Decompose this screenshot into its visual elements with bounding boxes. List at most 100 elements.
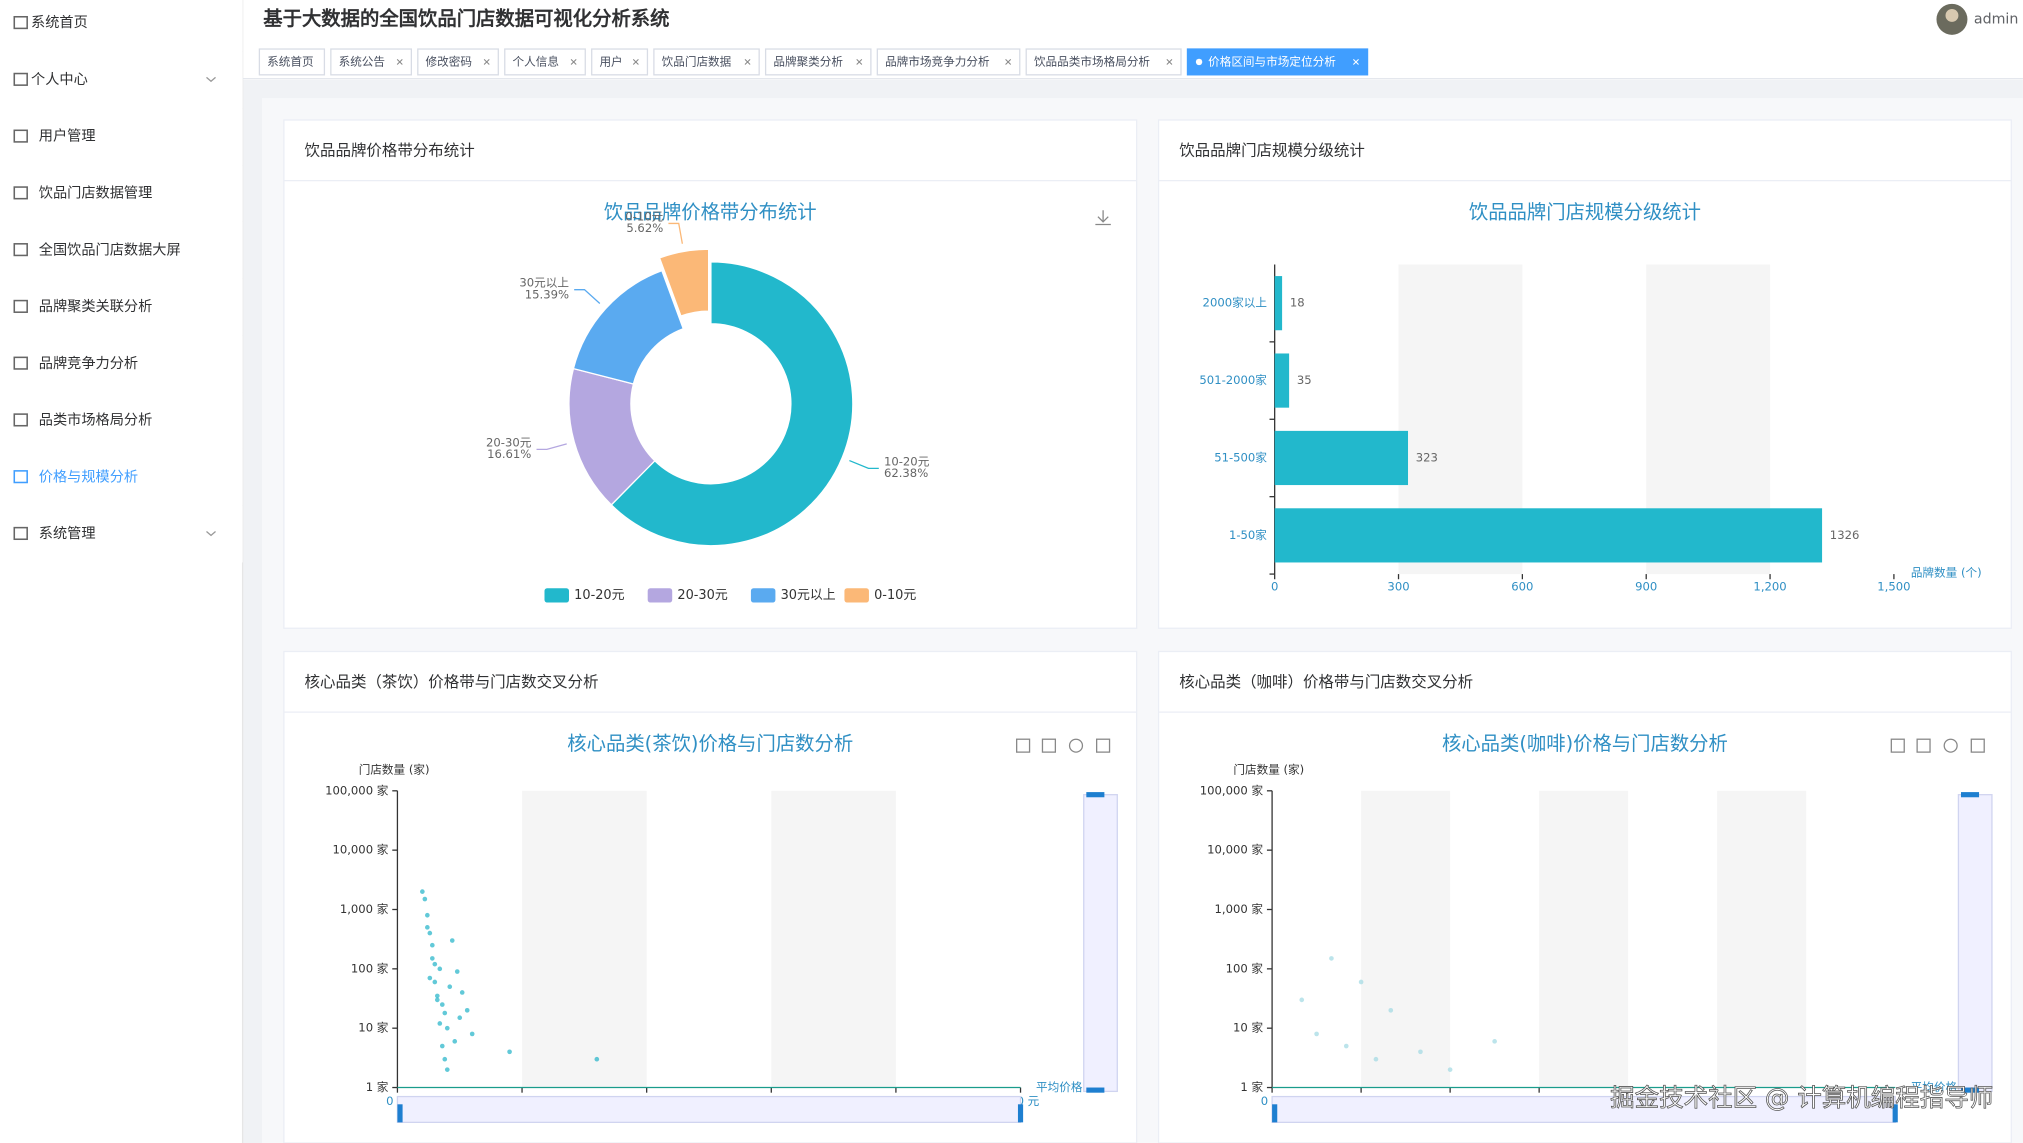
- toolbox-icon[interactable]: [1890, 738, 1905, 753]
- tab-label[interactable]: 品牌市场竞争力分析: [885, 54, 990, 68]
- menu-item-bg[interactable]: [0, 108, 243, 166]
- y-tick-label: 1 家: [1240, 1080, 1263, 1094]
- tab-close[interactable]: [744, 58, 751, 65]
- tab-close[interactable]: [1005, 58, 1012, 65]
- watermark: 掘金技术社区 @ 计算机编程指导师: [1610, 1083, 1993, 1112]
- tab[interactable]: [764, 48, 872, 76]
- menu-item[interactable]: 个人中心: [31, 72, 88, 88]
- toolbox-icon[interactable]: [1943, 738, 1958, 753]
- scatter-point: [439, 1043, 445, 1049]
- legend-swatch: [844, 588, 869, 603]
- tab-label[interactable]: 用户: [599, 54, 622, 68]
- toolbox-icon[interactable]: [1916, 738, 1931, 753]
- menu-item-bg[interactable]: [0, 448, 243, 506]
- menu-item[interactable]: 全国饮品门店数据大屏: [39, 241, 181, 258]
- legend-label[interactable]: 30元以上: [781, 588, 836, 603]
- menu-item[interactable]: 品类市场格局分析: [39, 412, 153, 429]
- tab-label[interactable]: 价格区间与市场定位分析: [1208, 54, 1336, 68]
- tab[interactable]: [1186, 48, 1369, 76]
- tab-close[interactable]: [632, 58, 639, 65]
- menu-item-bg[interactable]: [0, 505, 243, 563]
- x-axis-label: 品牌数量 (个): [1911, 565, 1982, 579]
- tab-label[interactable]: 系统首页: [267, 54, 313, 68]
- tab[interactable]: [417, 48, 499, 76]
- menu-item[interactable]: 价格与规模分析: [39, 469, 138, 485]
- split-area: [771, 790, 896, 1088]
- zoom-handle[interactable]: [1017, 1104, 1024, 1123]
- tab-close[interactable]: [570, 58, 577, 65]
- tab[interactable]: [504, 48, 586, 76]
- toolbox-icon[interactable]: [1016, 738, 1031, 753]
- split-area: [1539, 790, 1629, 1088]
- menu-item[interactable]: 饮品门店数据管理: [39, 186, 153, 202]
- legend-swatch: [750, 588, 776, 603]
- legend-label[interactable]: 0-10元: [874, 588, 916, 603]
- legend-label[interactable]: 10-20元: [574, 588, 624, 603]
- tab-label[interactable]: 修改密码: [426, 54, 472, 68]
- zoom-slider-h[interactable]: [396, 1095, 1022, 1124]
- pie-value-label: 5.62%: [626, 221, 663, 235]
- tab[interactable]: [330, 48, 413, 76]
- panel-heading: 饮品品牌价格带分布统计: [305, 141, 475, 159]
- zoom-handle[interactable]: [1086, 792, 1105, 798]
- zoom-slider-h[interactable]: [1271, 1095, 1896, 1124]
- tab[interactable]: [876, 48, 1021, 76]
- x-tick-label: 0: [1271, 579, 1278, 593]
- tab[interactable]: [1025, 48, 1182, 76]
- tab-label[interactable]: 品牌聚类分析: [773, 54, 843, 68]
- menu-item-bg[interactable]: [0, 278, 243, 336]
- tab-close[interactable]: [1166, 58, 1173, 65]
- tab[interactable]: [653, 48, 760, 76]
- download-icon[interactable]: [1095, 210, 1111, 226]
- y-tick-label: 1 家: [366, 1080, 389, 1094]
- scatter-point: [444, 1025, 450, 1031]
- chevron: [206, 76, 216, 83]
- tab-label[interactable]: 饮品门店数据: [662, 54, 732, 68]
- zoom-handle[interactable]: [397, 1104, 403, 1123]
- tab-label[interactable]: 系统公告: [339, 54, 385, 68]
- panel: [283, 119, 1138, 629]
- panel-heading: 核心品类（茶饮）价格带与门店数交叉分析: [305, 673, 599, 691]
- menu-item-bg[interactable]: [0, 51, 243, 109]
- menu-item-bg[interactable]: [0, 165, 243, 222]
- bar-value-label: 35: [1297, 373, 1312, 387]
- zoom-slider-v[interactable]: [1957, 794, 1993, 1093]
- toolbox-icon[interactable]: [1970, 738, 1985, 753]
- y-tick-label: 100,000 家: [325, 783, 389, 797]
- zoom-handle[interactable]: [1960, 792, 1980, 798]
- tab-close[interactable]: [396, 58, 403, 65]
- legend-label[interactable]: 20-30元: [677, 588, 727, 603]
- zoom-handle[interactable]: [1272, 1104, 1278, 1123]
- toolbox-icon[interactable]: [1068, 738, 1084, 753]
- menu-item-bg[interactable]: [0, 335, 243, 393]
- tab-close[interactable]: [1353, 58, 1359, 65]
- menu-item[interactable]: 系统管理: [39, 526, 96, 542]
- scatter-point: [449, 938, 455, 943]
- zoom-handle[interactable]: [1086, 1087, 1105, 1093]
- user-name[interactable]: admin: [1974, 11, 2018, 27]
- menu-item[interactable]: 品牌聚类关联分析: [39, 298, 153, 315]
- menu-item[interactable]: 品牌竞争力分析: [39, 355, 138, 372]
- tab[interactable]: [258, 48, 326, 76]
- toolbox-icon[interactable]: [1041, 738, 1057, 753]
- menu-item-bg[interactable]: [0, 392, 243, 449]
- tab-close[interactable]: [483, 58, 490, 65]
- menu-item-bg[interactable]: [0, 221, 243, 279]
- scatter-point: [444, 1067, 450, 1072]
- avatar-face: [1945, 9, 1959, 22]
- zoom-slider-v[interactable]: [1083, 794, 1118, 1093]
- zoom-handle[interactable]: [1892, 1104, 1898, 1123]
- menu-item[interactable]: 系统首页: [31, 15, 88, 31]
- menu-icon: [13, 243, 28, 257]
- menu-item-bg[interactable]: [0, 0, 243, 52]
- y-tick-label: 10 家: [1233, 1021, 1263, 1035]
- menu-item[interactable]: 用户管理: [39, 128, 96, 145]
- tab[interactable]: [591, 48, 649, 76]
- toolbox-icon[interactable]: [1095, 738, 1111, 753]
- zoom-handle[interactable]: [1960, 1087, 1980, 1093]
- tab-label[interactable]: 饮品品类市场格局分析: [1034, 54, 1150, 68]
- tab-label[interactable]: 个人信息: [513, 54, 559, 68]
- y-tick-label: 10,000 家: [332, 843, 388, 857]
- tab-close[interactable]: [856, 58, 863, 65]
- scatter-point: [422, 896, 428, 902]
